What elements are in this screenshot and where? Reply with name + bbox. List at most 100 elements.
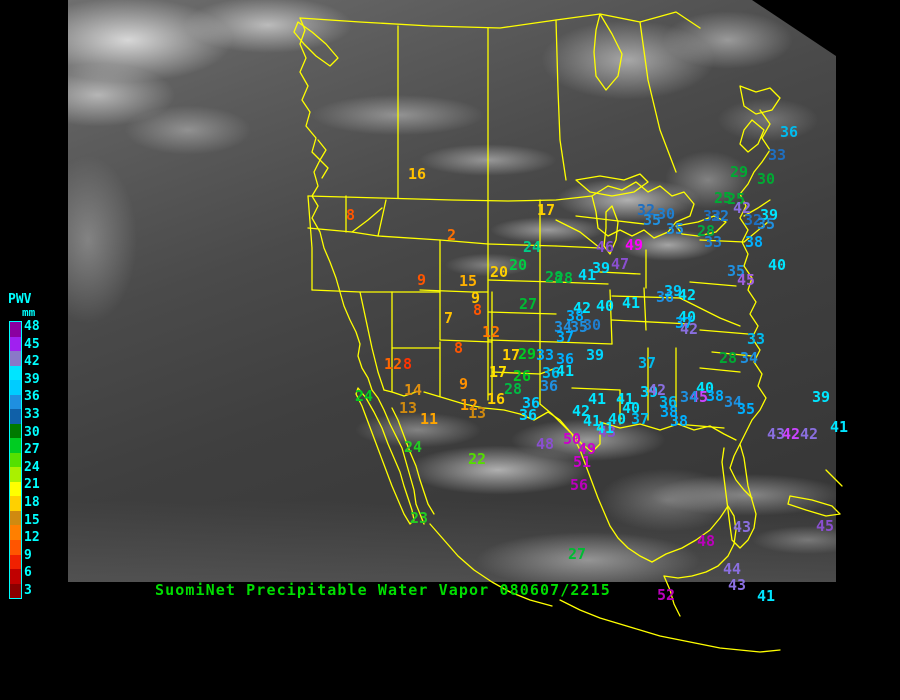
station-pwv-value: 38	[660, 403, 679, 421]
colorbar-tick-45: 45	[24, 337, 40, 352]
station-pwv-value: 37	[631, 410, 650, 428]
station-pwv-value: 28	[697, 222, 716, 240]
station-pwv-value: 17	[537, 201, 556, 219]
station-pwv-value: 39	[760, 206, 779, 224]
colorbar-tick-36: 36	[24, 389, 40, 404]
station-pwv-value: 23	[410, 509, 429, 527]
station-pwv-value: 35	[666, 220, 685, 238]
station-pwv-value: 46	[596, 238, 615, 256]
station-pwv-value: 49	[625, 236, 644, 254]
station-pwv-value: 47	[611, 255, 630, 273]
colorbar-title: PWV	[8, 292, 32, 307]
colorbar-tick-42: 42	[24, 354, 40, 369]
station-pwv-value: 33	[747, 330, 766, 348]
station-pwv-value: 39	[640, 383, 659, 401]
colorbar-swatch-14	[10, 525, 21, 540]
station-pwv-value: 41	[830, 418, 849, 436]
station-pwv-value: 41	[622, 294, 641, 312]
station-pwv-value: 12	[482, 323, 501, 341]
station-pwv-value: 7	[444, 309, 454, 327]
station-pwv-value: 35	[727, 262, 746, 280]
station-pwv-value: 38	[566, 307, 585, 325]
station-pwv-value: 39	[592, 259, 611, 277]
station-pwv-value: 30	[757, 170, 776, 188]
station-pwv-value: 40	[608, 410, 627, 428]
colorbar-swatch-2	[10, 351, 21, 366]
station-pwv-value: 35	[737, 400, 756, 418]
colorbar-tick-30: 30	[24, 425, 40, 440]
station-pwv-value: 32	[744, 211, 763, 229]
station-pwv-value: 41	[583, 412, 602, 430]
colorbar-tick-39: 39	[24, 372, 40, 387]
map-title: SuomiNet Precipitable Water Vapor 080607…	[155, 581, 611, 599]
station-pwv-value: 24	[355, 387, 374, 405]
station-pwv-value: 26	[513, 367, 532, 385]
station-pwv-value: 36	[519, 406, 538, 424]
station-pwv-value: 13	[468, 404, 487, 422]
station-pwv-value: 36	[780, 123, 799, 141]
colorbar-tick-33: 33	[24, 407, 40, 422]
station-pwv-value: 30	[657, 205, 676, 223]
station-pwv-value: 36	[659, 393, 678, 411]
colorbar-swatch-5	[10, 394, 21, 410]
colorbar-tick-9: 9	[24, 548, 32, 563]
station-pwv-value: 38	[706, 387, 725, 405]
station-pwv-value: 49	[578, 440, 597, 458]
colorbar-tick-labels: 48 45 42 39 36 33 30 27 24 21 18 15 12 9 6 3	[24, 320, 64, 599]
colorbar-swatch-18	[10, 583, 21, 599]
station-pwv-value: 35	[570, 318, 589, 336]
station-pwv-value: 17	[502, 346, 521, 364]
station-pwv-value: 36	[522, 394, 541, 412]
colorbar-unit: mm	[22, 306, 36, 319]
colorbar-tick-21: 21	[24, 477, 40, 492]
station-pwv-value: 25	[714, 189, 733, 207]
colorbar-swatch-12	[10, 496, 21, 511]
station-pwv-value: 40	[696, 379, 715, 397]
station-pwv-value: 27	[519, 295, 538, 313]
station-pwv-value: 41	[588, 390, 607, 408]
station-pwv-value: 20	[509, 256, 528, 274]
station-pwv-value: 33	[536, 346, 555, 364]
station-pwv-value: 15	[459, 272, 478, 290]
colorbar-tick-27: 27	[24, 442, 40, 457]
colorbar-swatch-1	[10, 336, 21, 352]
station-pwv-value: 2	[447, 226, 457, 244]
station-pwv-value: 42	[648, 381, 667, 399]
station-pwv-value: 30	[583, 316, 602, 334]
station-pwv-value: 13	[399, 399, 418, 417]
station-pwv-value: 32	[711, 207, 730, 225]
station-pwv-value: 41	[616, 390, 635, 408]
station-pwv-value: 28	[555, 269, 574, 287]
station-pwv-value: 43	[767, 425, 786, 443]
station-pwv-value: 42	[573, 299, 592, 317]
station-pwv-value: 27	[568, 545, 587, 563]
station-pwv-value: 36	[556, 350, 575, 368]
colorbar-swatch-16	[10, 554, 21, 570]
station-pwv-value: 29	[730, 163, 749, 181]
station-pwv-value: 43	[598, 423, 617, 441]
station-pwv-value: 40	[678, 308, 697, 326]
station-pwv-value: 35	[757, 215, 776, 233]
station-pwv-value: 41	[757, 587, 776, 605]
station-pwv-value: 34	[724, 393, 743, 411]
colorbar-tick-18: 18	[24, 495, 40, 510]
station-pwv-value: 14	[404, 381, 423, 399]
station-pwv-value: 34	[740, 349, 759, 367]
image-corner-notch	[752, 0, 836, 56]
station-pwv-value: 36	[540, 377, 559, 395]
station-pwv-value: 45	[690, 388, 709, 406]
station-pwv-value: 17	[489, 363, 508, 381]
station-pwv-value: 41	[556, 362, 575, 380]
station-pwv-value: 42	[733, 199, 752, 217]
station-pwv-value: 52	[657, 586, 676, 604]
station-pwv-value: 25	[727, 190, 746, 208]
station-pwv-value: 38	[670, 412, 689, 430]
station-pwv-value: 8	[403, 355, 413, 373]
colorbar-swatch-9	[10, 452, 21, 468]
station-pwv-value: 37	[675, 314, 694, 332]
colorbar-swatch-7	[10, 423, 21, 439]
colorbar-swatch-4	[10, 380, 21, 395]
station-pwv-value: 37	[638, 354, 657, 372]
